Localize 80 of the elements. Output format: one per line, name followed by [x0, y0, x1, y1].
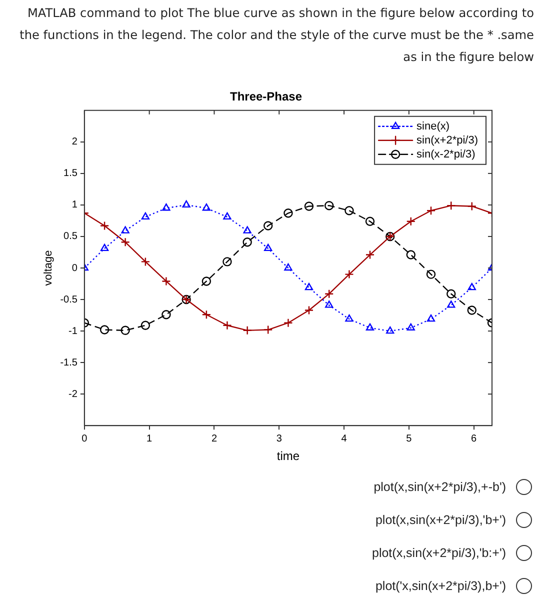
- point: [100, 221, 110, 230]
- point: [284, 318, 293, 328]
- point: [366, 323, 374, 330]
- point: [140, 320, 150, 330]
- point: [162, 204, 170, 211]
- point: [202, 276, 212, 286]
- y-tick-label: 1.5: [64, 168, 78, 180]
- point: [263, 221, 273, 230]
- point: [426, 270, 436, 279]
- point: [100, 325, 110, 334]
- text: plot(x,sin(x+2*pi/3),+-b'): [374, 480, 506, 494]
- point: [284, 208, 293, 218]
- y-axis-title: voltage: [42, 250, 55, 286]
- point: [222, 320, 232, 330]
- point: [121, 226, 130, 234]
- point: [467, 306, 476, 315]
- point: [344, 270, 354, 279]
- point: [264, 244, 272, 252]
- point: [324, 200, 334, 210]
- point: [386, 326, 394, 334]
- point: [426, 206, 436, 216]
- y-tick-label: 1: [72, 200, 78, 211]
- point: [447, 300, 456, 308]
- point: [140, 257, 150, 266]
- x-tick-label: 6: [471, 433, 478, 444]
- x-tick-label: 1: [146, 433, 153, 444]
- point: [284, 263, 292, 271]
- legend-label: sine(x): [416, 120, 450, 132]
- x-tick-label: 5: [406, 433, 412, 444]
- y-tick-label: -1.5: [60, 357, 78, 368]
- text: MATLAB command to plot The blue curve as shown in the figure below according to the functions in the legend. The color and the style of the curve must be the * .same as in the figure below: [18, 5, 534, 66]
- point: [162, 276, 171, 286]
- y-tick-label: 0: [72, 262, 78, 274]
- text: plot('x,sin(x+2*pi/3),b+'): [375, 578, 506, 592]
- y-tick-label: -0.5: [60, 294, 78, 306]
- point: [406, 323, 415, 330]
- point: [406, 250, 416, 260]
- point: [467, 202, 476, 211]
- point: [141, 212, 150, 220]
- text: plot(x,sin(x+2*pi/3),'b:+'): [372, 546, 506, 560]
- legend-label: sin(x+2*pi/3): [416, 134, 478, 146]
- x-tick-label: 3: [276, 433, 282, 444]
- text: plot(x,sin(x+2*pi/3),'b+'): [375, 512, 506, 526]
- point: [446, 289, 456, 298]
- point: [100, 244, 109, 252]
- point: [304, 202, 314, 211]
- point: [304, 282, 314, 290]
- x-tick-label: 2: [211, 433, 218, 444]
- point: [243, 226, 252, 234]
- x-tick-label: 0: [82, 433, 88, 444]
- chart-title: Three-Phase: [230, 90, 302, 104]
- x-axis-title: time: [276, 449, 300, 464]
- point: [406, 216, 416, 226]
- legend-label: sin(x-2*pi/3): [416, 148, 476, 160]
- point: [120, 326, 130, 336]
- point: [242, 238, 252, 247]
- y-tick-label: 0.5: [64, 231, 78, 242]
- point: [324, 289, 334, 298]
- point: [325, 300, 334, 308]
- point: [468, 282, 476, 290]
- y-tick-label: -1: [68, 326, 78, 337]
- y-tick-label: -2: [68, 388, 78, 400]
- point: [365, 216, 375, 226]
- point: [182, 200, 190, 208]
- point: [345, 314, 354, 322]
- x-tick-label: 4: [341, 433, 348, 444]
- point: [222, 257, 232, 266]
- point: [344, 206, 354, 216]
- point: [202, 310, 212, 320]
- point: [120, 238, 130, 247]
- point: [365, 250, 375, 260]
- y-tick-label: 2: [72, 136, 78, 148]
- point: [304, 306, 314, 315]
- point: [263, 325, 273, 334]
- point: [242, 326, 252, 336]
- point: [426, 314, 436, 322]
- point: [162, 310, 171, 320]
- point: [446, 200, 456, 210]
- point: [202, 204, 211, 211]
- point: [223, 212, 232, 220]
